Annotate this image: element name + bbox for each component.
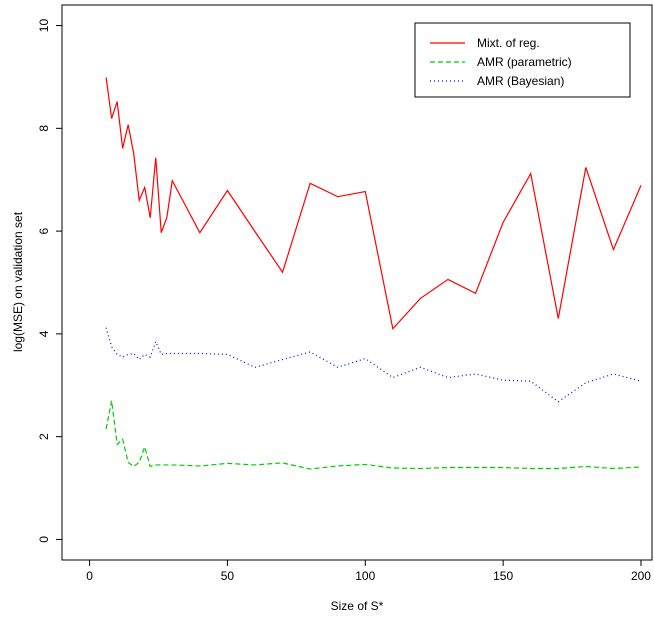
x-tick-label: 150 xyxy=(493,569,513,583)
legend-label: AMR (Bayesian) xyxy=(477,74,564,88)
legend-label: AMR (parametric) xyxy=(477,55,572,69)
legend-box xyxy=(414,22,631,98)
x-tick-label: 0 xyxy=(86,569,93,583)
y-axis-label: log(MSE) on validation set xyxy=(11,211,25,352)
y-tick-label: 8 xyxy=(37,125,51,132)
series-line xyxy=(105,77,642,331)
y-tick-label: 0 xyxy=(37,536,51,543)
series-line xyxy=(105,400,642,470)
plot-box xyxy=(61,4,653,561)
y-tick-label: 4 xyxy=(37,330,51,337)
y-tick-label: 10 xyxy=(37,19,51,33)
legend-label: Mixt. of reg. xyxy=(477,36,540,50)
x-tick-label: 100 xyxy=(355,569,375,583)
y-tick-label: 2 xyxy=(37,433,51,440)
series-line xyxy=(105,327,642,403)
x-axis-label: Size of S* xyxy=(331,599,384,613)
y-tick-label: 6 xyxy=(37,227,51,234)
x-tick-label: 50 xyxy=(221,569,235,583)
x-tick-label: 200 xyxy=(631,569,651,583)
